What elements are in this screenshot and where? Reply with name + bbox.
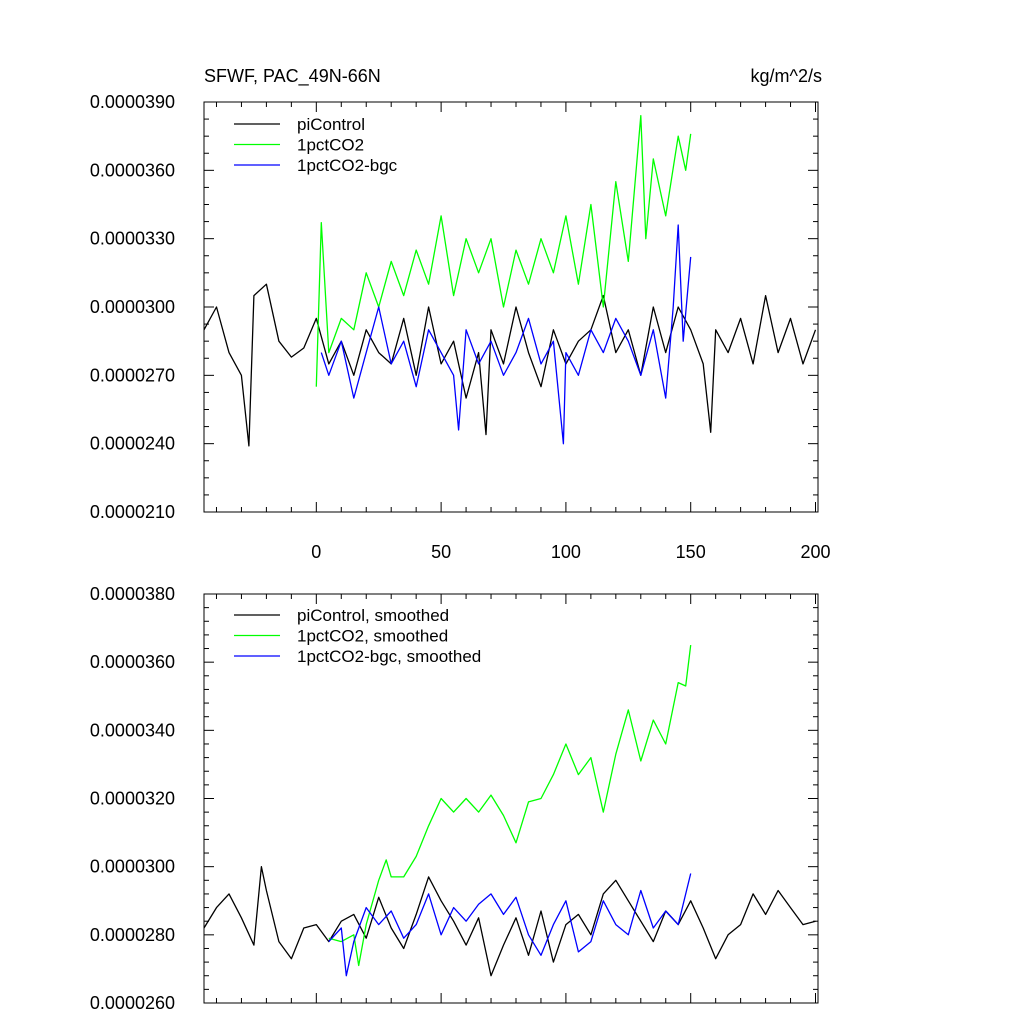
y-tick-label: 0.0000340 [90,720,175,740]
x-tick-label: 150 [676,542,706,562]
y-tick-label: 0.0000380 [90,584,175,604]
legend-label: 1pctCO2, smoothed [297,627,448,646]
x-tick-label: 200 [800,542,830,562]
y-tick-label: 0.0000300 [90,857,175,877]
units-label: kg/m^2/s [751,66,822,86]
series-line-1pctco2-bgc-smoothed [328,873,692,977]
y-tick-label: 0.0000260 [90,993,175,1013]
top-plot-panel: 0 50 100 150 200 0.0000210 0.0000240 0.0000270 0… [90,92,831,562]
y-tick-label: 0.0000320 [90,789,175,809]
x-tick-label: 100 [551,542,581,562]
series-line-1pctco2-bgc [320,224,692,445]
series-line-1pctco2-smoothed [328,645,692,967]
y-tick-label: 0.0000270 [90,365,175,385]
bottom-plot-panel: 0.0000260 0.0000280 0.0000300 0.0000320 0.00… [90,584,819,1013]
y-tick-label: 0.0000300 [90,297,175,317]
y-tick-label: 0.0000390 [90,92,175,112]
legend-label: 1pctCO2-bgc [297,156,398,175]
series-line-picontrol-smoothed [203,866,816,977]
series-line-1pctco2 [315,115,692,387]
y-tick-label: 0.0000330 [90,229,175,249]
chart-title: SFWF, PAC_49N-66N [204,66,381,87]
legend-label: piControl, smoothed [297,606,449,625]
legend-label: 1pctCO2-bgc, smoothed [297,647,481,666]
y-tick-label: 0.0000280 [90,925,175,945]
legend-label: piControl [297,115,365,134]
y-tick-label: 0.0000210 [90,502,175,522]
y-tick-label: 0.0000360 [90,652,175,672]
x-tick-label: 0 [311,542,321,562]
legend-label: 1pctCO2 [297,136,364,155]
y-tick-label: 0.0000360 [90,160,175,180]
x-tick-label: 50 [431,542,451,562]
series-line-picontrol [203,283,817,447]
y-tick-label: 0.0000240 [90,434,175,454]
